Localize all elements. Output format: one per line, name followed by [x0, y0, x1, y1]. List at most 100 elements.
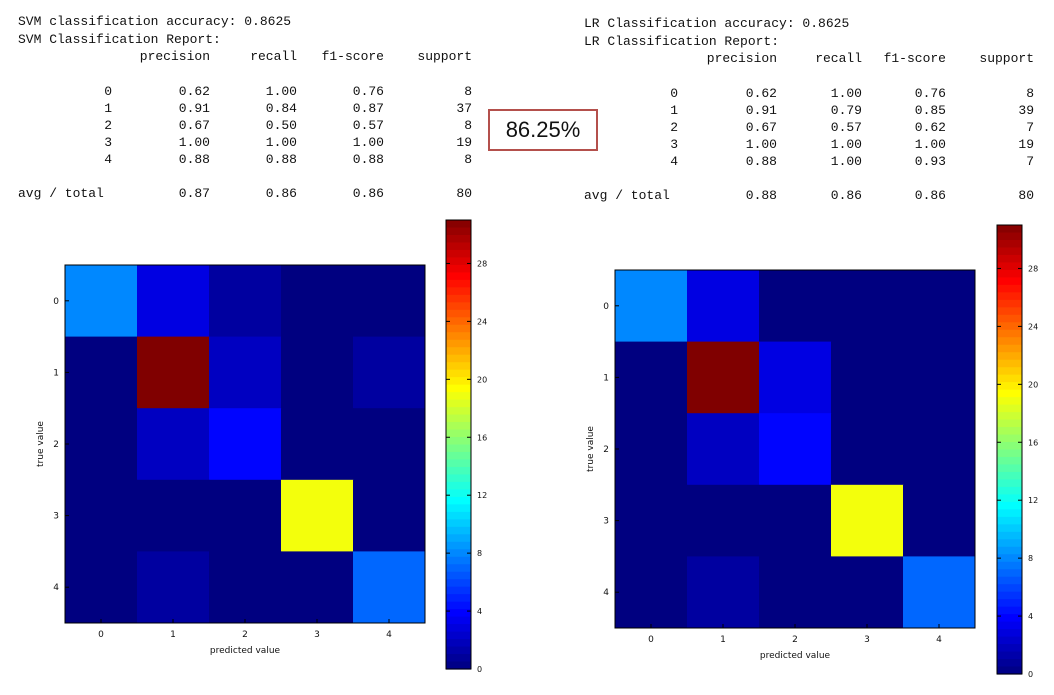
heatmap-cell — [831, 270, 904, 343]
report-header: recall — [250, 49, 297, 64]
report-header: precision — [706, 51, 777, 66]
report-cell: 0.88 — [745, 154, 777, 169]
y-tick-label: 3 — [53, 512, 59, 522]
colorbar-segment — [997, 636, 1022, 645]
report-row-label: 0 — [670, 86, 678, 101]
heatmap-cell — [615, 484, 688, 557]
heatmap-cell — [209, 551, 282, 624]
colorbar-segment — [997, 539, 1022, 548]
heatmap-cell — [353, 408, 426, 481]
colorbar-segment — [446, 257, 471, 266]
heatmap-cell — [353, 551, 426, 624]
colorbar-segment — [446, 339, 471, 348]
colorbar-segment — [446, 534, 471, 543]
heatmap-cell — [687, 341, 760, 414]
colorbar-segment — [997, 629, 1022, 638]
colorbar-segment — [446, 586, 471, 595]
report-cell: 8 — [464, 84, 472, 99]
report-avg-label: avg / total — [18, 186, 104, 201]
heatmap-cell — [903, 270, 976, 343]
colorbar-segment — [997, 524, 1022, 533]
colorbar-segment — [446, 407, 471, 416]
colorbar-tick-label: 16 — [1028, 438, 1038, 447]
heatmap-cell — [831, 413, 904, 486]
report-cell: 1.00 — [830, 154, 862, 169]
colorbar-segment — [446, 511, 471, 520]
heatmap-cell — [831, 341, 904, 414]
colorbar-segment — [446, 332, 471, 341]
x-tick-label: 0 — [98, 630, 104, 640]
colorbar-segment — [997, 434, 1022, 443]
colorbar-segment — [997, 501, 1022, 510]
report-cell: 0.88 — [352, 152, 384, 167]
colorbar-segment — [446, 399, 471, 408]
report-cell: 1.00 — [745, 137, 777, 152]
colorbar-segment — [997, 599, 1022, 608]
colorbar-segment — [997, 404, 1022, 413]
colorbar-segment — [446, 347, 471, 356]
y-tick-label: 4 — [603, 588, 609, 598]
colorbar-segment — [997, 561, 1022, 570]
colorbar-segment — [446, 302, 471, 311]
heatmap-cell — [209, 408, 282, 481]
report-cell: 37 — [456, 101, 472, 116]
colorbar-segment — [997, 314, 1022, 323]
report-avg-cell: 0.86 — [830, 188, 862, 203]
report-row-label: 1 — [670, 103, 678, 118]
colorbar-segment — [997, 329, 1022, 338]
colorbar-segment — [446, 579, 471, 588]
colorbar-segment — [997, 464, 1022, 473]
heatmap-cell — [615, 413, 688, 486]
heatmap-cell — [759, 341, 832, 414]
x-tick-label: 3 — [314, 630, 320, 640]
report-cell: 0.79 — [830, 103, 862, 118]
colorbar-segment — [997, 576, 1022, 585]
report-avg-cell: 0.86 — [265, 186, 297, 201]
colorbar-tick-label: 20 — [1028, 380, 1038, 389]
x-tick-label: 4 — [386, 630, 392, 640]
colorbar-segment — [446, 631, 471, 640]
colorbar-frame — [445, 219, 472, 670]
colorbar-segment — [997, 486, 1022, 495]
colorbar-segment — [446, 481, 471, 490]
colorbar-segment — [446, 377, 471, 386]
colorbar-segment — [997, 292, 1022, 301]
report-header: f1-score — [321, 49, 384, 64]
colorbar-segment — [446, 414, 471, 423]
report-avg-cell: 0.87 — [178, 186, 210, 201]
report-cell: 0.76 — [914, 86, 946, 101]
report-cell: 0.76 — [352, 84, 384, 99]
colorbar-segment — [997, 442, 1022, 451]
heatmap-cell — [137, 265, 210, 338]
y-axis-label: true value — [36, 421, 46, 467]
lr-report-title: LR Classification Report: — [584, 34, 780, 49]
colorbar-segment — [446, 294, 471, 303]
heatmap-cell — [903, 556, 976, 629]
report-row-label: 1 — [104, 101, 112, 116]
x-tick-label: 1 — [170, 630, 176, 640]
x-axis-label: predicted value — [210, 646, 281, 656]
colorbar-segment — [446, 661, 471, 670]
colorbar-segment — [446, 362, 471, 371]
report-avg-cell: 0.88 — [745, 188, 777, 203]
colorbar-segment — [446, 422, 471, 431]
heatmap-cell — [831, 484, 904, 557]
colorbar-segment — [446, 526, 471, 535]
report-header: precision — [139, 49, 210, 64]
colorbar-segment — [446, 369, 471, 378]
heatmap-cell — [903, 413, 976, 486]
colorbar-tick-label: 8 — [477, 549, 482, 558]
report-row-label: 0 — [104, 84, 112, 99]
svm-accuracy-line: SVM classification accuracy: 0.8625 — [18, 14, 292, 29]
heatmap-cell — [209, 336, 282, 409]
colorbar-tick-label: 20 — [477, 375, 487, 384]
y-tick-label: 2 — [53, 440, 59, 450]
report-row-label: 2 — [104, 118, 112, 133]
colorbar-segment — [997, 584, 1022, 593]
report-header: f1-score — [883, 51, 946, 66]
report-avg-cell: 80 — [1018, 188, 1034, 203]
colorbar-tick-label: 0 — [1028, 670, 1033, 679]
colorbar-segment — [997, 591, 1022, 600]
colorbar-segment — [446, 451, 471, 461]
colorbar-segment — [997, 471, 1022, 481]
